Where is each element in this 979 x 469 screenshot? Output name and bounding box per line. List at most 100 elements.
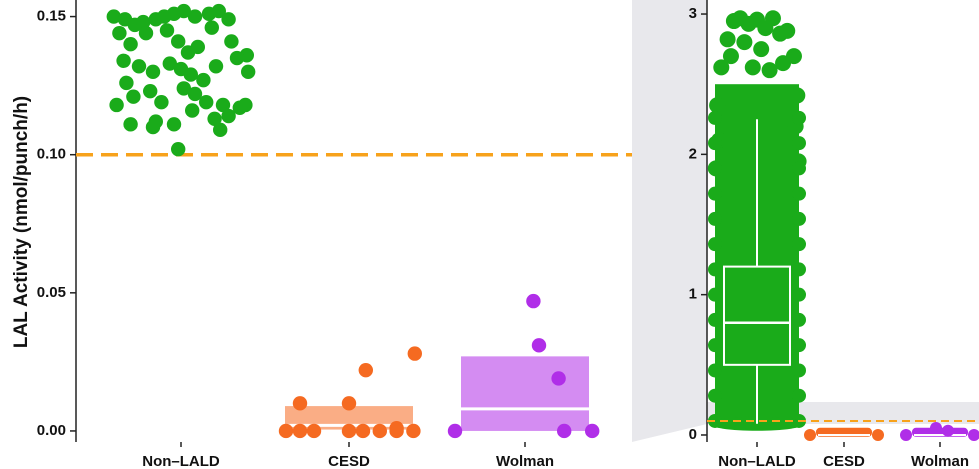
point-non-lald	[185, 103, 200, 118]
point-cesd	[407, 346, 422, 361]
point-wolman	[557, 423, 572, 439]
point-cesd	[372, 423, 387, 439]
right-y-tick-label: 3	[689, 5, 697, 22]
cloud-point	[708, 287, 722, 302]
cloud-point	[792, 363, 806, 378]
cloud-point	[792, 161, 806, 176]
right-x-tick-label: Non–LALD	[718, 453, 796, 469]
point-wolman	[447, 423, 463, 439]
cloud-point	[792, 388, 806, 403]
point-non-lald	[126, 89, 141, 104]
point-non-lald	[116, 53, 131, 68]
y-axis-label: LAL Activity (nmol/punch/h)	[11, 96, 32, 348]
cloud-point	[708, 312, 722, 327]
cloud-point	[736, 34, 753, 51]
point-non-lald	[176, 3, 191, 19]
right-y-tick-label: 0	[689, 426, 697, 443]
point-cesd	[872, 428, 884, 441]
point-non-lald	[213, 122, 228, 138]
cloud-point	[779, 22, 796, 39]
point-non-lald	[241, 64, 256, 80]
cloud-point	[792, 262, 806, 277]
cloud-point	[708, 186, 722, 201]
point-cesd	[306, 423, 322, 439]
right-x-ticks: Non–LALD CESD Wolman	[718, 442, 969, 469]
point-non-lald	[166, 117, 182, 132]
point-non-lald	[238, 97, 253, 113]
point-wolman	[930, 421, 942, 434]
point-wolman	[585, 423, 600, 439]
point-non-lald	[207, 111, 222, 126]
left-points	[106, 3, 600, 439]
point-non-lald	[171, 141, 186, 157]
cloud-point	[789, 87, 806, 104]
cloud-point	[792, 338, 806, 353]
point-non-lald	[208, 59, 224, 74]
box-wolman	[461, 356, 589, 431]
point-non-lald	[162, 56, 177, 71]
point-cesd	[341, 423, 357, 439]
cloud-point	[708, 211, 722, 226]
point-non-lald	[119, 75, 134, 91]
point-wolman	[531, 338, 547, 353]
cloud-point	[719, 31, 736, 48]
point-cesd	[406, 423, 421, 439]
cloud-point	[708, 388, 722, 403]
left-x-tick-label: Wolman	[496, 453, 554, 469]
point-non-lald	[145, 119, 161, 135]
point-non-lald	[204, 20, 219, 35]
point-non-lald	[159, 23, 175, 38]
left-x-ticks: Non–LALD CESD Wolman	[142, 442, 554, 469]
cloud-point	[708, 136, 722, 151]
left-x-tick-label: Non–LALD	[142, 453, 220, 469]
cloud-point	[764, 10, 781, 27]
point-non-lald	[176, 81, 191, 96]
box-cesd	[285, 406, 413, 430]
right-panel: 0 1 2 3 Non–LALD CESD Wolman	[689, 0, 979, 469]
cloud-point	[753, 41, 770, 58]
left-y-tick-label: 0.00	[37, 422, 66, 439]
point-cesd	[355, 423, 371, 439]
cloud-point	[744, 59, 761, 76]
point-non-lald	[136, 14, 151, 30]
point-non-lald	[190, 39, 205, 55]
point-non-lald	[215, 97, 231, 113]
cloud-point	[775, 55, 792, 72]
point-non-lald	[131, 59, 147, 74]
point-non-lald	[123, 37, 138, 52]
left-boxes	[285, 356, 589, 431]
cloud-point	[722, 48, 739, 65]
cloud-point	[708, 161, 722, 176]
cloud-point	[708, 237, 722, 252]
point-non-lald	[109, 97, 124, 113]
point-non-lald	[221, 108, 236, 124]
point-non-lald	[221, 12, 236, 27]
right-y-ticks: 0 1 2 3	[689, 5, 707, 443]
box-non-lald	[723, 265, 791, 366]
point-cesd	[358, 362, 373, 378]
point-non-lald	[112, 25, 127, 41]
point-non-lald	[224, 34, 239, 49]
cloud-point	[792, 186, 806, 201]
point-wolman	[968, 428, 979, 441]
point-cesd	[389, 420, 404, 436]
point-non-lald	[123, 117, 138, 132]
point-non-lald	[143, 83, 158, 99]
point-wolman	[551, 371, 566, 386]
point-non-lald	[229, 50, 245, 66]
point-non-lald	[187, 9, 203, 24]
right-y-tick-label: 1	[689, 286, 697, 303]
right-small-groups	[804, 421, 979, 441]
point-non-lald	[196, 72, 211, 88]
point-cesd	[804, 428, 816, 441]
cloud-point	[792, 287, 806, 302]
point-non-lald	[183, 67, 198, 82]
point-cesd	[292, 423, 308, 439]
non-lald-boxplot	[723, 119, 791, 424]
point-non-lald	[106, 9, 122, 24]
point-non-lald	[154, 95, 169, 110]
cloud-point	[708, 110, 722, 125]
cloud-point	[713, 59, 730, 76]
point-non-lald	[211, 3, 226, 19]
